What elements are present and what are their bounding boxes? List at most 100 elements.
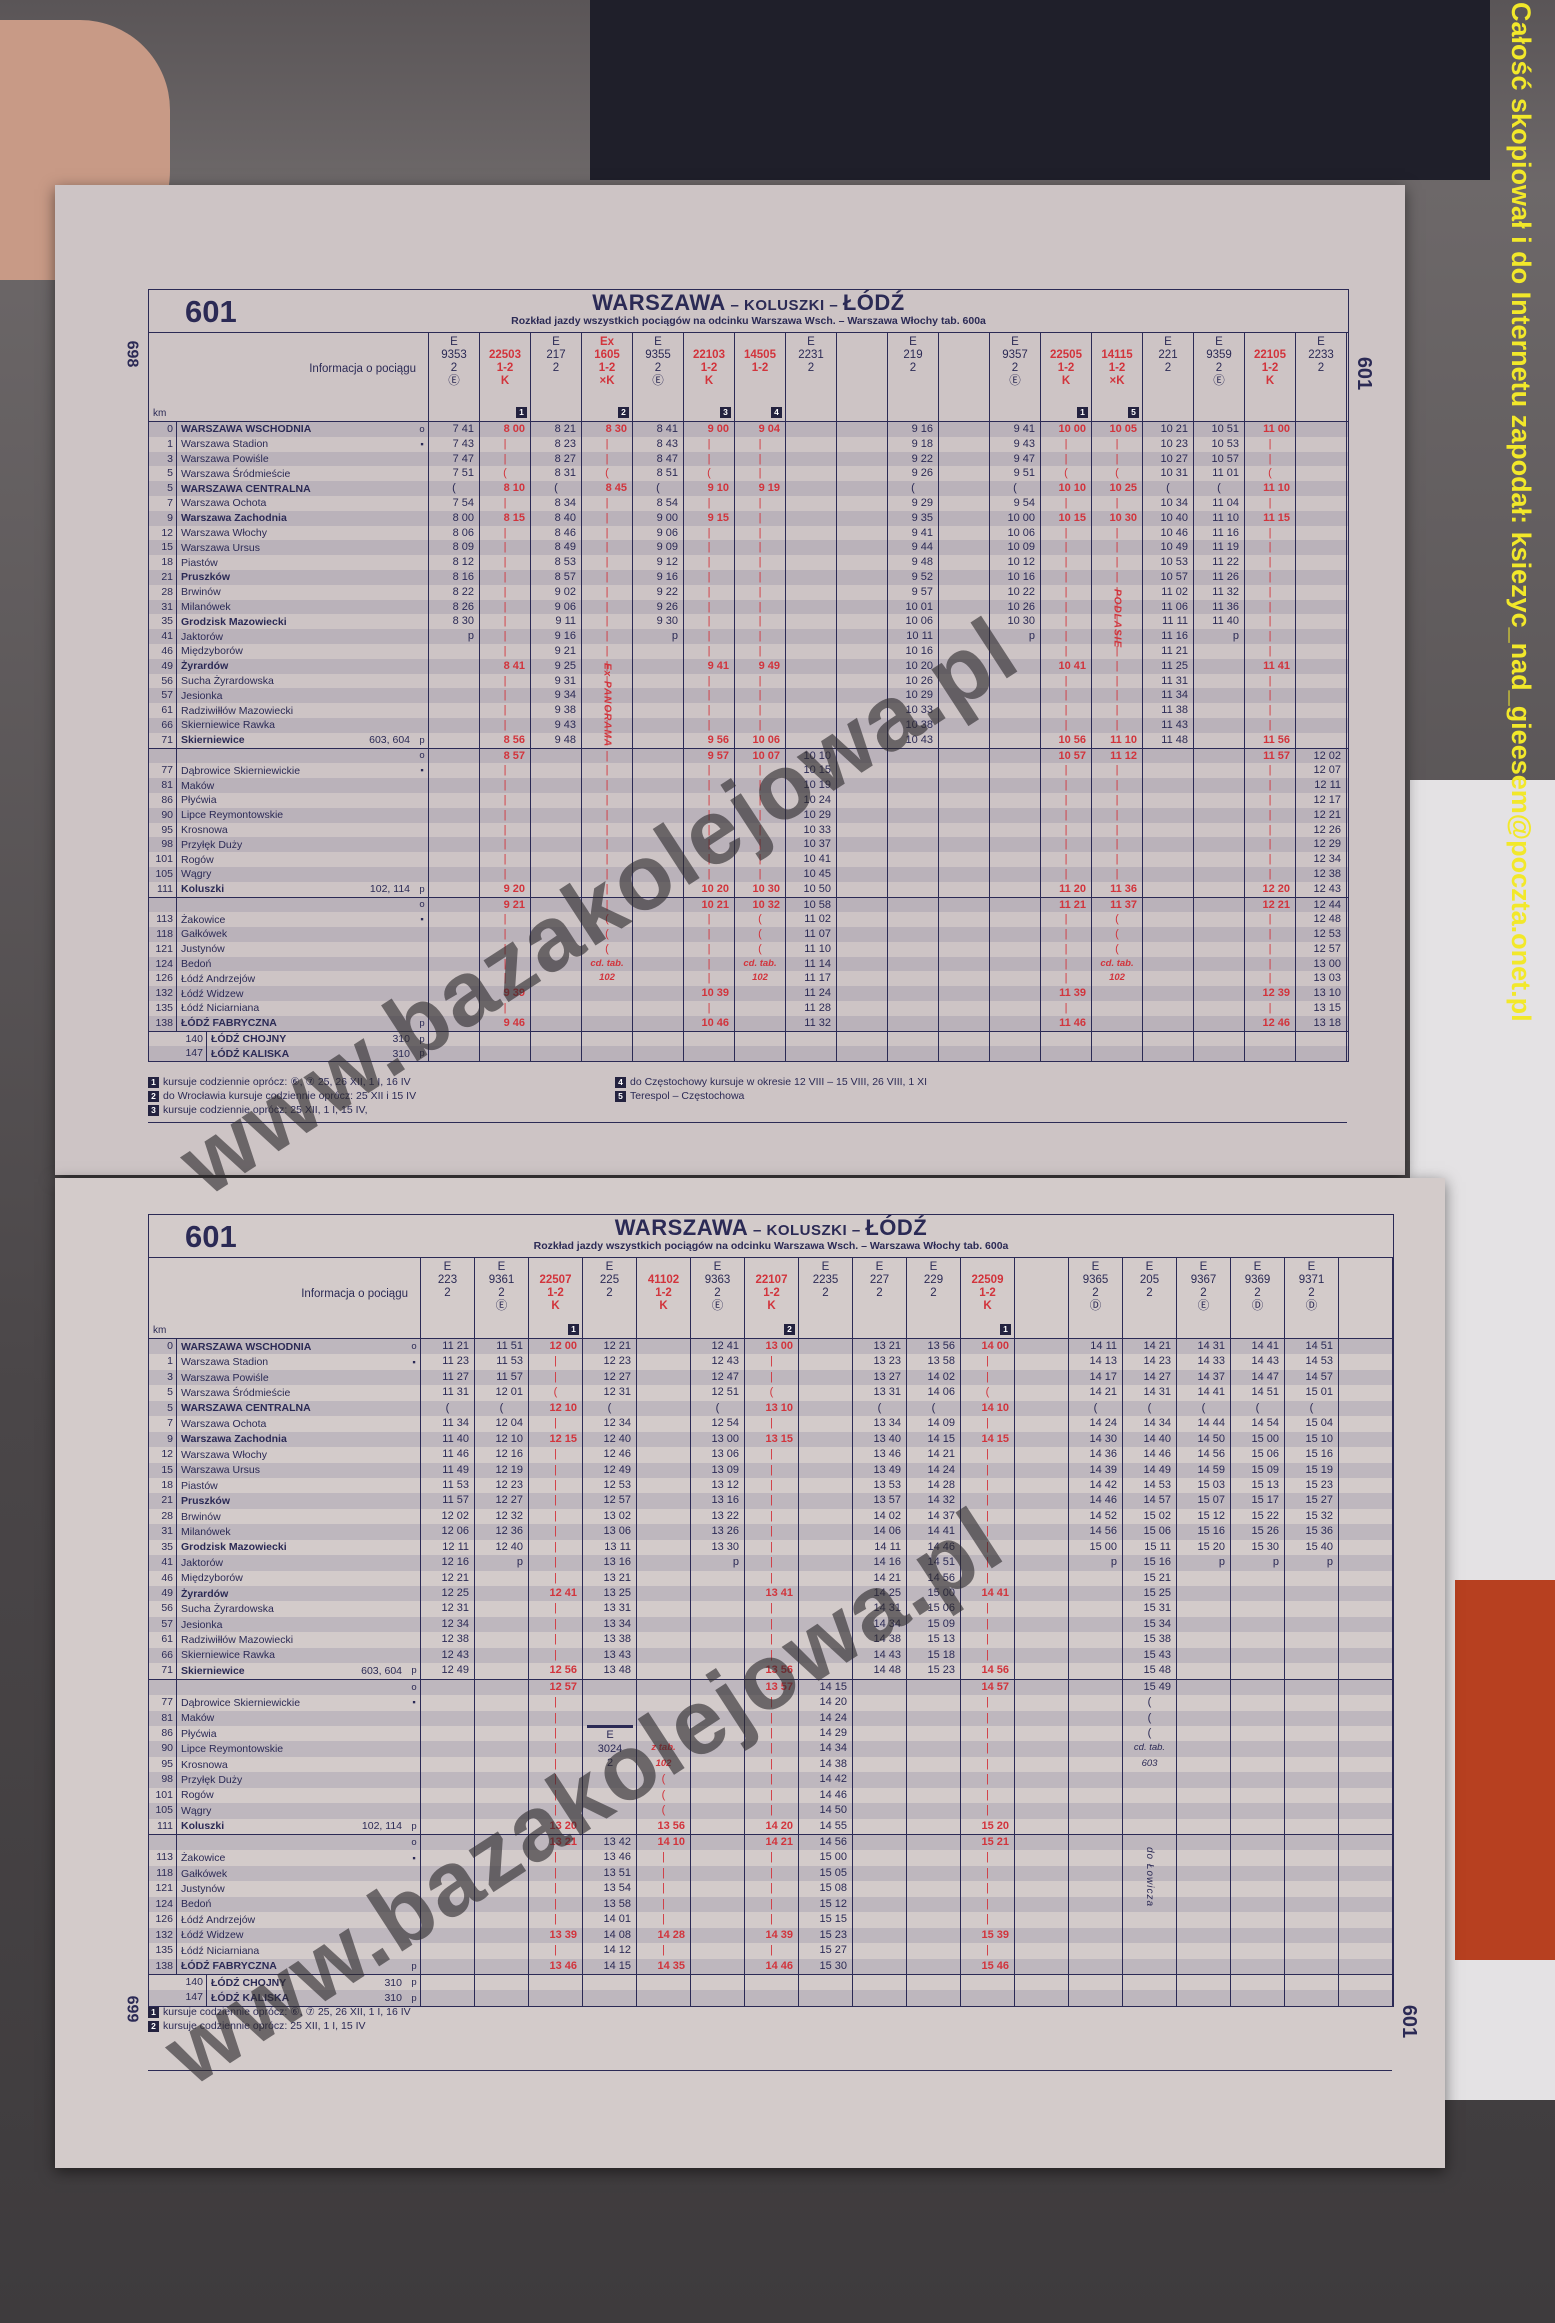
time-cell: 15 19: [1285, 1462, 1339, 1478]
time-cell: [1069, 1772, 1123, 1788]
station-cell: 90 Lipce Reymontowskie: [149, 807, 429, 823]
time-cell: 15 34: [1123, 1616, 1177, 1633]
time-cell: [691, 1803, 745, 1819]
time-cell: 11 20: [1041, 881, 1092, 897]
time-cell: |: [637, 1943, 691, 1959]
station-cell: 135 Łódź Niciarniana: [149, 1001, 429, 1016]
time-cell: 11 04: [1194, 495, 1245, 511]
train-sym: [837, 375, 887, 388]
time-cell: [691, 1710, 745, 1726]
time-cell: 13 09: [691, 1462, 745, 1478]
time-cell: 9 00: [633, 510, 684, 526]
time-cell: |: [582, 748, 633, 764]
time-cell: [799, 1354, 853, 1370]
time-cell: [1069, 1616, 1123, 1633]
train-cat: E: [909, 336, 917, 348]
time-cell: (: [1069, 1400, 1123, 1417]
time-cell: 14 52: [1069, 1508, 1123, 1525]
footnote: 1 kursuje codziennie oprócz: ⑥, ⑦ 25, 26 …: [148, 2005, 411, 2019]
time-cell: [531, 1031, 582, 1047]
time-cell: |: [961, 1616, 1015, 1633]
time-cell: |: [745, 1647, 799, 1664]
km-value: 15: [149, 1462, 177, 1478]
time-cell: 10 26: [990, 599, 1041, 615]
time-cell: (: [1123, 1710, 1177, 1726]
time-cell: [786, 717, 837, 733]
time-cell: [1123, 1927, 1177, 1944]
time-cell: [1177, 1647, 1231, 1664]
train-num: 9365: [1082, 1274, 1109, 1286]
time-cell: 8 06: [429, 525, 480, 541]
station-name: Warszawa Powiśle: [181, 452, 269, 465]
time-cell: 10 29: [888, 688, 939, 704]
time-cell: |: [1245, 688, 1296, 704]
time-cell: 15 39: [961, 1927, 1015, 1944]
time-cell: 11 11: [1143, 614, 1194, 630]
time-cell: 13 16: [583, 1555, 637, 1571]
time-cell: [1194, 837, 1245, 853]
time-cell: 13 42: [583, 1835, 637, 1851]
station-name: Warszawa Zachodnia: [181, 512, 287, 525]
time-cell: [939, 1015, 990, 1031]
time-cell: [735, 1015, 786, 1031]
time-cell: 12 10: [475, 1431, 529, 1448]
time-cell: [633, 643, 684, 659]
time-cell: [888, 748, 939, 764]
time-cell: 10 15: [1041, 510, 1092, 526]
time-cell: |: [1041, 569, 1092, 585]
time-cell: p: [1069, 1555, 1123, 1571]
time-cell: [1339, 1462, 1393, 1478]
time-cell: |: [1092, 866, 1143, 882]
time-cell: [1069, 1695, 1123, 1711]
time-cell: |: [529, 1601, 583, 1617]
time-cell: |: [961, 1539, 1015, 1556]
station-name: Warszawa Stadion: [181, 1356, 269, 1369]
train-num: 9367: [1190, 1274, 1217, 1286]
time-cell: [888, 778, 939, 793]
through-coach-note: E 3024 2: [587, 1725, 633, 1770]
time-cell: [799, 1990, 853, 2006]
station-cell: 140 ŁÓDŹ CHOJNY 310 p: [149, 1974, 421, 1991]
time-cell: [786, 569, 837, 585]
time-cell: |: [1092, 763, 1143, 779]
time-cell: 10 53: [1194, 436, 1245, 452]
time-cell: [531, 986, 582, 1002]
station-name: Rogów: [181, 1789, 214, 1802]
time-cell: 15 16: [1177, 1524, 1231, 1540]
train-sym: [1339, 1300, 1392, 1313]
train-header: E 9361 2 Ⓔ: [475, 1258, 529, 1338]
time-cell: 14 09: [907, 1416, 961, 1432]
time-cell: [1339, 1431, 1393, 1448]
time-cell: [1015, 1927, 1069, 1944]
train-cat: E: [713, 1261, 722, 1273]
time-cell: 15 16: [1123, 1555, 1177, 1571]
km-value: 56: [149, 673, 177, 689]
time-cell: [475, 1943, 529, 1959]
time-cell: |: [1041, 866, 1092, 882]
time-cell: |: [582, 436, 633, 452]
time-cell: 15 43: [1123, 1647, 1177, 1664]
time-cell: [990, 732, 1041, 748]
time-cell: [907, 1943, 961, 1959]
train-sym: ×K: [599, 375, 615, 387]
time-cell: [429, 1001, 480, 1016]
station-cell: 5 Warszawa Śródmieście: [149, 466, 429, 482]
time-cell: |: [480, 643, 531, 659]
time-cell: [786, 658, 837, 674]
train-cat: E: [1199, 1261, 1208, 1273]
time-cell: [1296, 540, 1347, 556]
time-cell: [1231, 1835, 1285, 1851]
station-name: Skierniewice: [181, 734, 245, 747]
time-cell: 9 25: [531, 658, 582, 674]
time-cell: 102: [1092, 971, 1143, 987]
time-cell: [1285, 1695, 1339, 1711]
time-cell: [1069, 1803, 1123, 1819]
station-name: Skierniewice: [181, 1664, 245, 1677]
time-cell: [1285, 1632, 1339, 1648]
time-cell: (: [1092, 927, 1143, 942]
time-cell: [1015, 1725, 1069, 1742]
train-sym: Ⓔ: [448, 375, 460, 387]
time-cell: [1015, 1570, 1069, 1586]
time-cell: [907, 1881, 961, 1897]
time-cell: [1339, 1850, 1393, 1866]
